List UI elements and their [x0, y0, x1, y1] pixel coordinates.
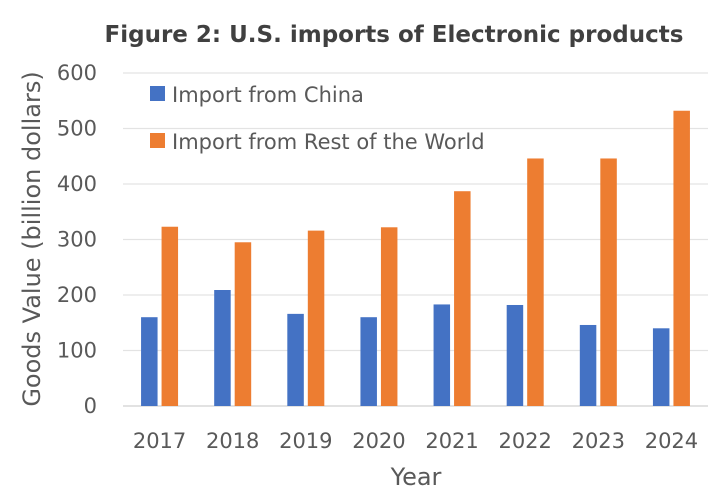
legend-swatch	[150, 133, 165, 148]
x-tick-label: 2023	[572, 429, 625, 453]
y-tick-label: 300	[57, 228, 97, 252]
bar-china	[141, 317, 158, 406]
bar-rest-of-world	[234, 242, 252, 406]
bar-rest-of-world	[600, 158, 617, 406]
bar-china	[506, 304, 524, 406]
bar-china	[579, 324, 597, 406]
bar-rest-of-world	[673, 110, 690, 407]
x-tick-label: 2022	[498, 429, 551, 453]
x-tick-label: 2024	[645, 429, 698, 453]
bar-china	[433, 304, 451, 406]
y-tick-label: 500	[57, 117, 97, 141]
y-tick-label: 200	[57, 283, 97, 307]
bar-rest-of-world	[307, 230, 325, 406]
x-axis-label: Year	[390, 463, 442, 491]
y-tick-label: 400	[57, 172, 97, 196]
bar-china	[360, 317, 377, 406]
y-tick-label: 600	[57, 61, 97, 85]
y-tick-label: 0	[84, 394, 97, 418]
bar-china	[652, 328, 670, 406]
x-tick-label: 2017	[133, 429, 186, 453]
y-axis-label: Goods Value (billion dollars)	[18, 71, 46, 406]
chart-title: Figure 2: U.S. imports of Electronic pro…	[105, 22, 684, 48]
x-tick-label: 2019	[279, 429, 332, 453]
legend-swatch	[150, 86, 165, 101]
y-tick-label: 100	[57, 339, 97, 363]
bar-rest-of-world	[454, 191, 471, 406]
bar-china	[287, 313, 304, 406]
x-tick-label: 2020	[352, 429, 405, 453]
bar-rest-of-world	[527, 158, 544, 406]
bar-china	[214, 290, 231, 406]
x-tick-label: 2021	[425, 429, 478, 453]
legend-label: Import from Rest of the World	[172, 130, 485, 154]
bar-rest-of-world	[161, 226, 179, 406]
x-tick-label: 2018	[206, 429, 259, 453]
legend-label: Import from China	[172, 83, 364, 107]
bar-rest-of-world	[380, 227, 398, 406]
